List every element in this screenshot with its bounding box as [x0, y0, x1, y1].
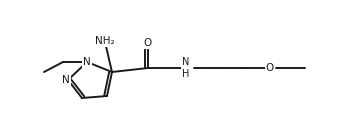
Text: O: O [144, 38, 152, 48]
Text: N: N [83, 57, 91, 67]
Text: N
H: N H [182, 57, 190, 79]
Text: O: O [266, 63, 274, 73]
Text: N: N [62, 75, 70, 85]
Text: NH₂: NH₂ [95, 36, 115, 46]
